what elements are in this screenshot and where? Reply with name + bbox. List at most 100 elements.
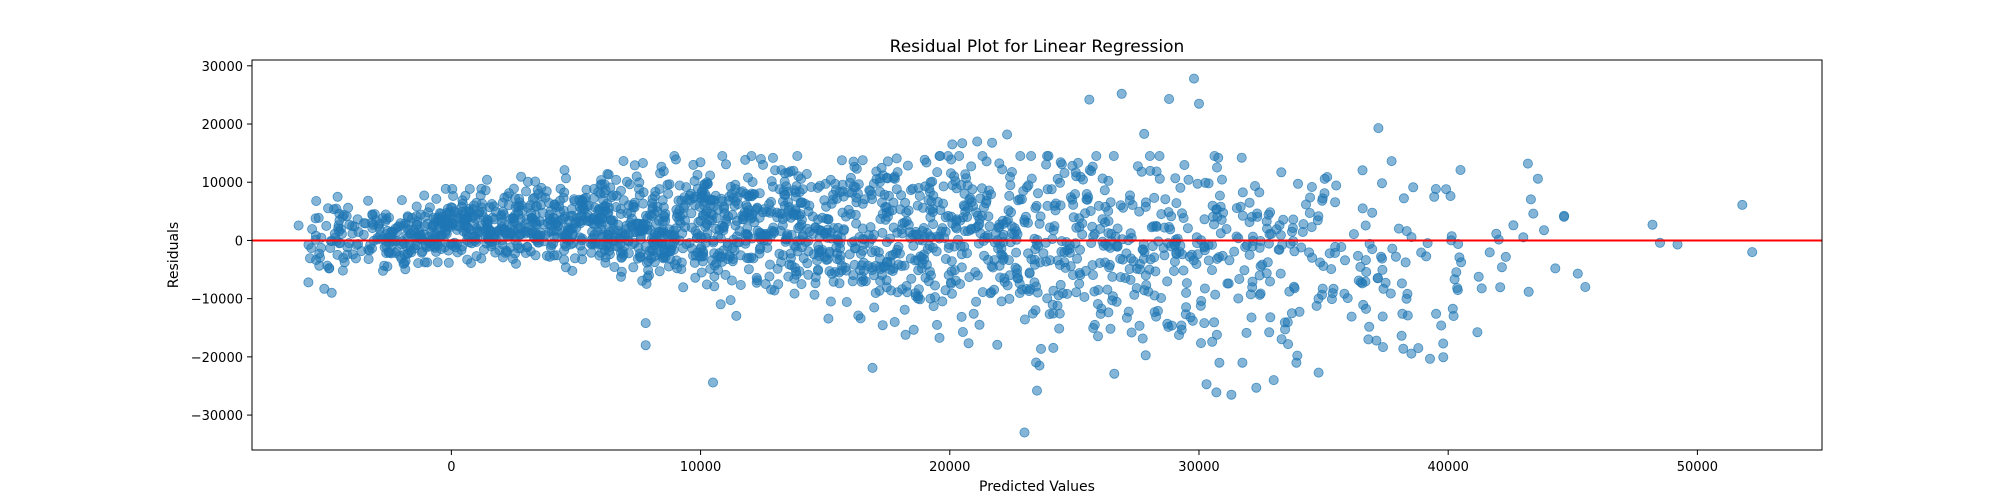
scatter-point — [1522, 158, 1533, 169]
scatter-point — [1229, 246, 1240, 257]
scatter-point — [521, 214, 532, 225]
scatter-point — [419, 190, 430, 201]
scatter-point — [1073, 157, 1084, 168]
scatter-point — [791, 181, 802, 192]
scatter-point — [940, 212, 951, 223]
scatter-point — [1360, 255, 1371, 266]
scatter-point — [1223, 278, 1234, 289]
scatter-point — [351, 239, 362, 250]
scatter-point — [423, 207, 434, 218]
scatter-point — [828, 223, 839, 234]
scatter-point — [839, 224, 850, 235]
scatter-point — [419, 257, 430, 268]
scatter-point — [337, 265, 348, 276]
scatter-point — [1016, 194, 1027, 205]
scatter-point — [853, 310, 864, 321]
scatter-point — [794, 210, 805, 221]
scatter-point — [752, 203, 763, 214]
scatter-point — [1286, 308, 1297, 319]
scatter-point — [896, 190, 907, 201]
scatter-point — [696, 267, 707, 278]
scatter-point — [1217, 174, 1228, 185]
scatter-point — [1454, 252, 1465, 263]
scatter-point — [1307, 252, 1318, 263]
scatter-point — [559, 245, 570, 256]
scatter-point — [624, 179, 635, 190]
scatter-point — [1105, 197, 1116, 208]
scatter-point — [638, 187, 649, 198]
scatter-point — [853, 179, 864, 190]
scatter-point — [702, 177, 713, 188]
scatter-point — [377, 265, 388, 276]
scatter-point — [1473, 271, 1484, 282]
scatter-point — [1116, 88, 1127, 99]
scatter-point — [908, 324, 919, 335]
scatter-point — [618, 195, 629, 206]
scatter-point — [488, 201, 499, 212]
scatter-point — [711, 213, 722, 224]
scatter-point — [1377, 311, 1388, 322]
scatter-point — [681, 238, 692, 249]
scatter-point — [426, 227, 437, 238]
scatter-point — [1203, 255, 1214, 266]
scatter-point — [363, 195, 374, 206]
scatter-point — [482, 233, 493, 244]
scatter-point — [754, 248, 765, 259]
scatter-point — [960, 169, 971, 180]
scatter-point — [1398, 193, 1409, 204]
scatter-point — [1162, 276, 1173, 287]
scatter-point — [1164, 94, 1175, 105]
scatter-point — [1317, 289, 1328, 300]
scatter-point — [684, 190, 695, 201]
scatter-point — [1055, 259, 1066, 270]
scatter-point — [1330, 197, 1341, 208]
scatter-point — [814, 247, 825, 258]
scatter-point — [1276, 334, 1287, 345]
scatter-point — [720, 269, 731, 280]
scatter-point — [717, 150, 728, 161]
scatter-point — [566, 224, 577, 235]
x-tick-label: 20000 — [929, 460, 970, 475]
scatter-point — [462, 254, 473, 265]
scatter-point — [1211, 329, 1222, 340]
scatter-point — [796, 279, 807, 290]
scatter-point — [649, 251, 660, 262]
scatter-point — [984, 221, 995, 232]
scatter-point — [640, 318, 651, 329]
scatter-point — [448, 190, 459, 201]
scatter-point — [1042, 150, 1053, 161]
scatter-point — [1034, 218, 1045, 229]
scatter-point — [758, 159, 769, 170]
scatter-point — [858, 265, 869, 276]
scatter-point — [1500, 251, 1511, 262]
x-tick-label: 40000 — [1428, 460, 1469, 475]
scatter-point — [1105, 323, 1116, 334]
scatter-point — [664, 179, 675, 190]
scatter-point — [1539, 225, 1550, 236]
scatter-point — [333, 220, 344, 231]
scatter-point — [1121, 312, 1132, 323]
scatter-point — [854, 232, 865, 243]
scatter-point — [1144, 150, 1155, 161]
scatter-point — [670, 154, 681, 165]
scatter-point — [1326, 264, 1337, 275]
scatter-point — [981, 195, 992, 206]
scatter-point — [1386, 156, 1397, 167]
scatter-point — [1181, 287, 1192, 298]
scatter-point — [1093, 200, 1104, 211]
scatter-point — [1151, 166, 1162, 177]
scatter-point — [896, 260, 907, 271]
scatter-point — [711, 258, 722, 269]
scatter-point — [943, 150, 954, 161]
scatter-point — [1436, 320, 1447, 331]
scatter-point — [997, 164, 1008, 175]
scatter-point — [996, 243, 1007, 254]
scatter-point — [971, 296, 982, 307]
scatter-point — [497, 197, 508, 208]
scatter-point — [1377, 264, 1388, 275]
scatter-point — [1429, 191, 1440, 202]
scatter-point — [681, 182, 692, 193]
scatter-point — [1532, 173, 1543, 184]
scatter-point — [1328, 283, 1339, 294]
scatter-point — [640, 340, 651, 351]
